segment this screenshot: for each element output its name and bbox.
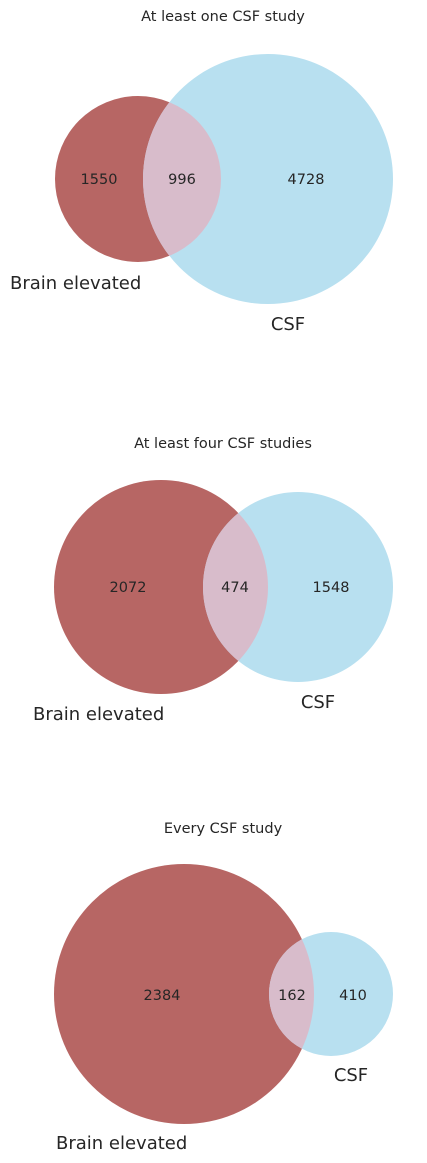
panel-title: At least one CSF study xyxy=(141,9,305,25)
overlap-count: 162 xyxy=(278,988,306,1004)
brain-elevated-label: Brain elevated xyxy=(33,704,164,725)
overlap-count: 474 xyxy=(221,580,249,596)
brain-elevated-circle xyxy=(54,864,314,1124)
panel-title: At least four CSF studies xyxy=(134,436,312,452)
overlap-count: 996 xyxy=(168,172,196,188)
panel-title: Every CSF study xyxy=(164,821,283,837)
brain-elevated-label: Brain elevated xyxy=(10,273,141,294)
overlap-region xyxy=(269,932,314,1056)
brain-only-count: 2072 xyxy=(110,580,147,596)
csf-circle xyxy=(143,54,393,304)
csf-only-count: 4728 xyxy=(288,172,325,188)
brain-only-count: 2384 xyxy=(144,988,181,1004)
brain-only-count: 1550 xyxy=(81,172,118,188)
venn-panel-1: At least one CSF study 1550 996 4728 Bra… xyxy=(10,9,393,335)
brain-elevated-label: Brain elevated xyxy=(56,1133,187,1154)
brain-elevated-circle xyxy=(54,480,268,694)
csf-only-count: 410 xyxy=(339,988,367,1004)
csf-label: CSF xyxy=(301,692,335,713)
overlap-region xyxy=(203,492,268,682)
csf-label: CSF xyxy=(271,314,305,335)
venn-panel-2: At least four CSF studies 2072 474 1548 … xyxy=(33,436,393,725)
csf-only-count: 1548 xyxy=(313,580,350,596)
venn-panel-3: Every CSF study 2384 162 410 Brain eleva… xyxy=(54,821,393,1154)
csf-label: CSF xyxy=(334,1065,368,1086)
